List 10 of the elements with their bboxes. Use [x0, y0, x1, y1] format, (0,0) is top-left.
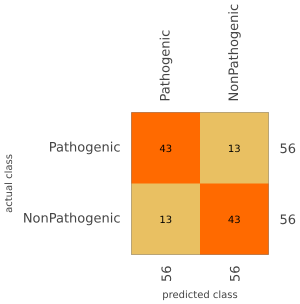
text: 56 — [228, 265, 244, 282]
data-label: 13 — [228, 144, 241, 155]
data-label: 43 — [228, 215, 241, 226]
x-axis-title: predicted class — [162, 290, 238, 302]
text: 56 — [160, 265, 175, 282]
data-label: 43 — [159, 144, 172, 155]
data-label: 13 — [159, 215, 172, 226]
y2-tick-label: 56 — [280, 142, 296, 157]
y-axis-title: actual class — [4, 154, 15, 213]
y2-tick-label: 56 — [280, 213, 296, 228]
